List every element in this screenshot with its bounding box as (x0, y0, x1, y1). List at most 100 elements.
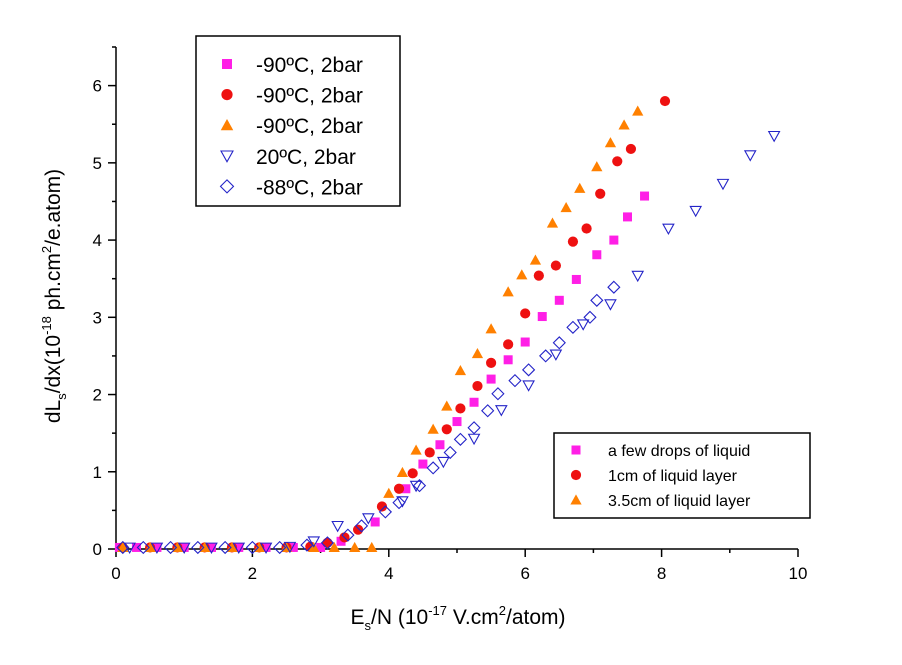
data-point (539, 349, 553, 363)
legend-main: -90ºC, 2bar -90ºC, 2bar -90ºC, 2bar 20ºC, 2… (195, 35, 401, 207)
data-point (607, 280, 621, 294)
data-point (521, 363, 536, 377)
data-point (362, 513, 375, 525)
data-point (662, 223, 675, 236)
data-point (410, 444, 422, 455)
data-point (426, 461, 440, 475)
x-tick-label: 6 (520, 564, 529, 583)
x-tick-label: 4 (384, 564, 393, 583)
data-point (437, 456, 450, 469)
y-tick-label: 3 (93, 308, 102, 327)
data-point (486, 374, 496, 384)
y-tick-label: 4 (93, 231, 102, 250)
data-point (560, 202, 572, 213)
data-point (659, 95, 671, 107)
legend-secondary-label: a few drops of liquid (608, 443, 750, 460)
data-point (604, 299, 617, 311)
data-point (441, 424, 452, 435)
legend-secondary-marker (571, 445, 581, 455)
y-axis-label: dLs/dx(10-18 ph.cm2/e.atom) (39, 169, 69, 423)
data-point (441, 400, 453, 411)
data-point (232, 542, 246, 554)
data-point (595, 188, 606, 199)
data-point (336, 536, 346, 546)
data-point (452, 417, 462, 427)
data-point (331, 520, 344, 533)
data-point (393, 483, 405, 494)
data-point (503, 339, 514, 350)
data-point (320, 536, 335, 550)
data-point (407, 468, 418, 479)
data-point (396, 466, 409, 478)
data-point (520, 337, 530, 347)
data-point (469, 397, 479, 407)
data-point (383, 487, 395, 498)
data-point (502, 286, 514, 297)
data-point (322, 537, 333, 548)
data-point (574, 182, 586, 193)
data-point (467, 421, 481, 435)
data-point (623, 212, 632, 222)
data-point (537, 312, 547, 322)
data-point (396, 496, 409, 508)
data-point (522, 380, 535, 392)
data-point (571, 274, 581, 284)
x-tick-label: 2 (248, 564, 257, 583)
legend-main-label: -90ºC, 2bar (256, 115, 363, 138)
series-3 (117, 105, 644, 552)
data-point (353, 524, 364, 535)
legend-secondary-marker (570, 469, 582, 481)
data-point (583, 310, 597, 324)
data-point (443, 445, 457, 460)
data-point (366, 541, 378, 552)
data-point (341, 528, 355, 542)
data-point (123, 542, 136, 554)
plot-points (114, 95, 781, 555)
legend-main-marker (220, 150, 234, 163)
data-point (117, 541, 129, 552)
data-point (520, 308, 531, 319)
data-point (581, 223, 592, 234)
series-4 (123, 130, 781, 554)
data-point (554, 295, 564, 305)
data-point (376, 501, 388, 512)
data-point (409, 480, 423, 493)
data-point (485, 323, 497, 334)
legend-main-label: -88ºC, 2bar (256, 176, 363, 199)
data-point (491, 387, 505, 401)
data-point (481, 404, 495, 418)
data-point (261, 542, 271, 552)
data-point (427, 423, 439, 434)
data-point (435, 440, 445, 450)
data-point (549, 349, 563, 361)
data-point (424, 447, 435, 458)
legend-main-label: -90ºC, 2bar (256, 54, 363, 77)
series-5 (116, 280, 621, 555)
data-point (612, 156, 623, 167)
legend-main-marker (219, 179, 235, 194)
data-point (567, 236, 579, 247)
legend-main-frame (195, 35, 401, 207)
data-point (503, 355, 513, 365)
data-point (743, 150, 757, 162)
data-point (370, 517, 380, 527)
x-tick-label: 8 (657, 564, 666, 583)
data-point (116, 540, 130, 555)
legend-secondary-marker (570, 494, 582, 505)
data-point (392, 496, 406, 510)
legend-secondary-label: 3.5cm of liquid layer (608, 493, 751, 510)
data-point (300, 538, 314, 552)
data-point (152, 542, 162, 552)
x-tick-label: 0 (111, 564, 120, 583)
legend-secondary-frame (553, 432, 811, 519)
data-point (546, 217, 559, 228)
data-point (454, 364, 467, 376)
data-point (455, 403, 466, 414)
data-point (131, 542, 141, 552)
data-point (767, 130, 781, 143)
data-point (453, 432, 468, 446)
data-point (516, 269, 528, 280)
data-point (206, 542, 216, 552)
data-point (259, 542, 273, 554)
data-point (283, 541, 297, 554)
